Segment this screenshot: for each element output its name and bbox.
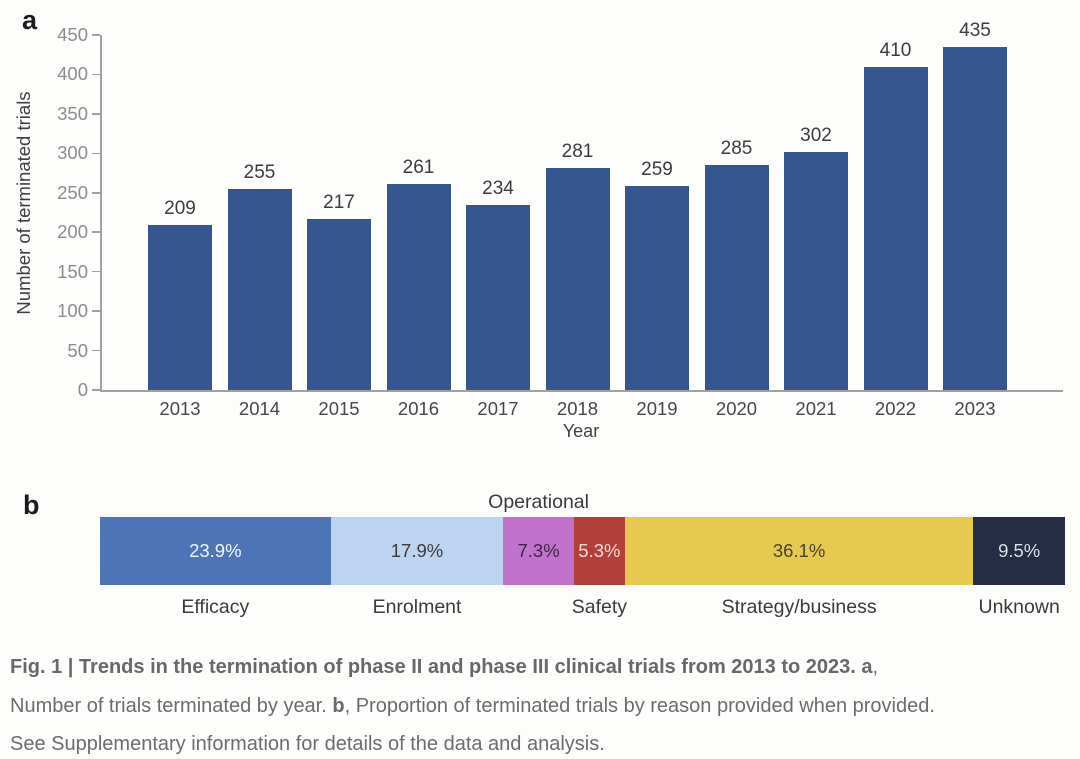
caption-bold-text: b [332,694,345,717]
segment-label-operational: Operational [488,491,589,513]
bar-value-label: 259 [641,158,673,180]
y-tick-label: 300 [57,142,88,164]
bar-2019 [625,185,689,390]
caption-text: , Proportion of terminated trials by rea… [344,694,935,717]
bar-value-label: 209 [164,198,196,220]
caption-line: See Supplementary information for detail… [10,725,1076,759]
x-tick-label: 2021 [795,398,837,419]
y-tick-label: 350 [57,102,88,124]
bar-value-label: 285 [720,138,753,160]
segment-percentage: 23.9% [189,540,242,561]
segment-label-efficacy: Efficacy [181,596,250,618]
y-tick-label: 400 [57,63,88,85]
segment-percentage: 36.1% [772,540,826,561]
bar-2015 [307,218,371,390]
bar-2020 [704,165,769,390]
x-axis-line [100,390,1063,392]
segment-strategy-business: 36.1% [624,517,974,585]
caption-text: , [872,656,879,678]
y-tick-mark [92,113,100,115]
segment-percentage: 7.3% [517,540,560,561]
bar-2022 [863,66,928,390]
x-tick-label: 2019 [636,398,678,419]
y-tick-label: 250 [57,181,88,203]
bar-2016 [386,184,451,390]
caption-line: Number of trials terminated by year. b, … [10,687,1076,726]
segment-enrolment: 17.9% [330,517,504,585]
x-tick-label: 2020 [715,398,758,419]
bar-2023 [943,46,1007,390]
caption-line: Fig. 1 | Trends in the termination of ph… [10,648,1076,687]
segment-operational: 7.3% [503,517,574,585]
caption-bold-text: Fig. 1 | Trends in the termination of ph… [10,656,873,678]
x-tick-label: 2013 [159,398,201,419]
x-tick-label: 2022 [874,398,917,419]
bar-value-label: 281 [561,141,594,163]
panel-a-label: a [22,5,38,35]
bar-value-label: 410 [879,39,912,61]
y-axis-line [100,35,102,392]
segment-unknown: 9.5% [973,517,1065,585]
y-tick-label: 200 [57,221,88,243]
bar-2018 [545,168,610,390]
y-tick-mark [92,310,100,312]
y-tick-mark [92,192,100,194]
bar-value-label: 255 [243,161,276,183]
bar-value-label: 302 [800,124,832,146]
bar-value-label: 217 [323,191,355,213]
x-axis-title: Year [562,421,600,441]
y-tick-label: 0 [77,379,88,400]
y-tick-mark [92,152,100,155]
bar-2017 [466,205,530,390]
y-tick-label: 450 [57,24,88,45]
x-tick-label: 2017 [477,398,519,419]
segment-percentage: 5.3% [578,540,621,561]
segment-safety: 5.3% [573,517,625,585]
x-tick-label: 2014 [238,398,281,419]
y-tick-label: 100 [57,300,88,322]
y-tick-mark [92,270,100,273]
stacked-bar: 23.9% 17.9% 7.3% 5.3% 36.1% 9.5% [100,517,1065,585]
x-tick-label: 2016 [397,398,440,419]
segment-percentage: 9.5% [998,540,1041,561]
y-tick-mark [92,73,100,76]
segment-label-unknown: Unknown [978,596,1060,618]
y-tick-label: 150 [57,260,88,282]
segment-label-strategy-business: Strategy/business [721,596,877,618]
y-tick-label: 50 [67,339,88,361]
bar-2021 [784,151,848,390]
bar-value-label: 234 [482,178,514,200]
bar-2014 [227,188,292,390]
y-tick-mark [92,231,100,233]
bar-value-label: 435 [959,19,991,41]
y-tick-mark [92,349,100,352]
figure-caption: Fig. 1 | Trends in the termination of ph… [10,648,1076,759]
x-tick-label: 2018 [556,398,599,419]
y-tick-mark [92,389,100,391]
caption-text: Number of trials terminated by year. [10,694,333,717]
segment-label-safety: Safety [571,596,628,618]
bar-2013 [148,225,212,390]
segment-label-enrolment: Enrolment [372,596,462,618]
y-tick-mark [92,34,100,36]
x-tick-label: 2015 [318,398,360,419]
x-tick-label: 2023 [954,398,996,419]
bar-value-label: 261 [402,157,435,179]
segment-percentage: 17.9% [390,540,444,561]
panel-b-label: b [23,490,40,520]
segment-efficacy: 23.9% [100,517,331,585]
caption-text: See Supplementary information for detail… [10,733,605,755]
